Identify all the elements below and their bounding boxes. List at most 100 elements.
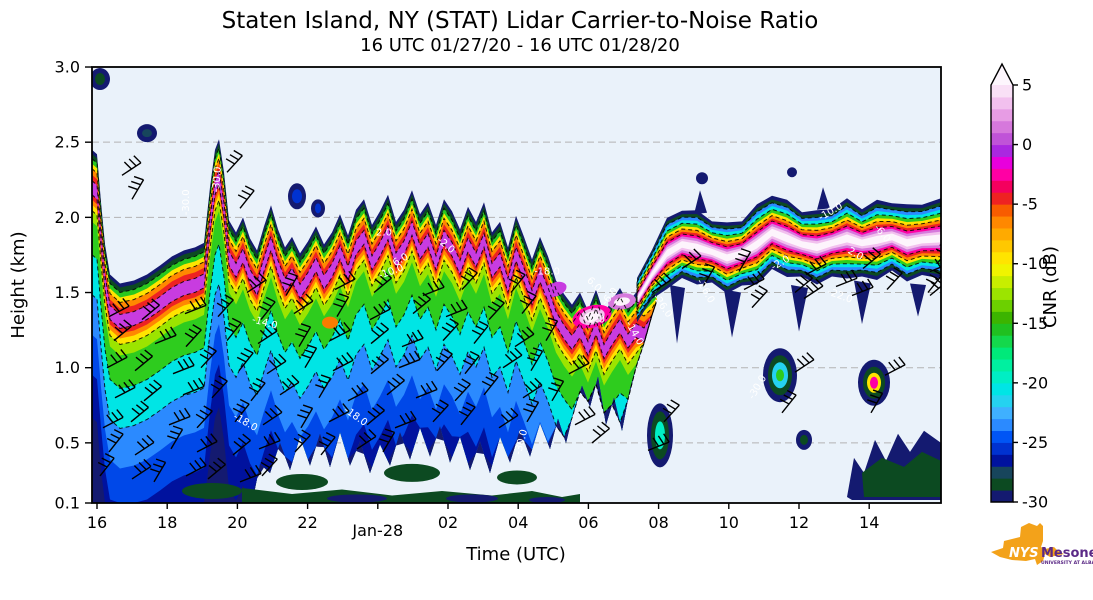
- colorbar-segment: [991, 359, 1013, 372]
- echo-blob: [800, 434, 808, 445]
- x-tick-label: 14: [859, 513, 879, 532]
- colorbar-segment: [991, 180, 1013, 193]
- colorbar-segment: [991, 156, 1013, 169]
- colorbar-segment: [991, 335, 1013, 348]
- x-tick-label: 02: [438, 513, 458, 532]
- colorbar-tick-label: 5: [1022, 76, 1032, 95]
- x-axis-label: Time (UTC): [465, 544, 566, 565]
- x-tick-label: 08: [648, 513, 668, 532]
- colorbar-segment: [991, 442, 1013, 455]
- contour-label: -30.0: [181, 189, 192, 215]
- colorbar-segment: [991, 263, 1013, 277]
- echo-blob: [787, 167, 797, 178]
- contour-line: [92, 182, 658, 360]
- y-tick-label: 0.5: [55, 433, 80, 452]
- colorbar-segment: [991, 490, 1013, 503]
- y-tick-label: 1.5: [55, 283, 80, 302]
- colorbar-segment: [991, 406, 1013, 420]
- ny-state-shape: [991, 523, 1064, 565]
- colorbar-segment: [991, 347, 1013, 360]
- logo-nys-text: NYS: [1009, 546, 1039, 561]
- plot-area: -30.0-30.0-30.0-30.0-26.0-26.0 -22.0-18.0…: [92, 67, 941, 503]
- colorbar-tick-label: -20: [1022, 373, 1048, 392]
- colorbar-segment: [991, 96, 1013, 110]
- colorbar-segment: [991, 227, 1013, 241]
- y-tick-label: 0.1: [55, 494, 80, 513]
- x-tick-label: 20: [227, 513, 247, 532]
- contour-line: [636, 208, 941, 316]
- colorbar-segment: [991, 216, 1013, 229]
- echo-blob: [315, 203, 321, 214]
- x-tick-label: 04: [508, 513, 528, 532]
- contour-label: -18.0: [534, 266, 560, 277]
- echo-blob: [870, 376, 878, 389]
- nys-mesonet-logo: NYS Mesonet UNIVERSITY AT ALBANY: [991, 523, 1093, 566]
- colorbar-segment: [991, 454, 1013, 467]
- colorbar-tick-label: -25: [1022, 433, 1048, 452]
- colorbar: 5 0 -5 -10 -15 -20 -25 -30: [990, 62, 1048, 512]
- plot-frame: [91, 66, 942, 504]
- x-tick-label: 18: [157, 513, 177, 532]
- x-tick-label: 10: [719, 513, 739, 532]
- colorbar-segment: [991, 418, 1013, 432]
- echo-blob: [322, 316, 338, 329]
- colorbar-segment: [991, 168, 1013, 181]
- x-tick-label: 22: [297, 513, 317, 532]
- echo-blob: [142, 129, 152, 138]
- y-tick-label: 3.0: [55, 58, 80, 77]
- x-tick-label: Jan-28: [351, 521, 403, 540]
- cnr-filled-contour: [92, 300, 657, 503]
- contour-line: [92, 156, 658, 334]
- contour-line: [636, 215, 941, 312]
- contour-line: [92, 198, 658, 376]
- y-tick-label: 2.0: [55, 208, 80, 227]
- x-axis: 16 18 20 22 Jan-28 02 04 06 08 10 12 14: [87, 503, 879, 540]
- contour-label: 2.0: [589, 315, 605, 326]
- colorbar-segment: [991, 120, 1013, 134]
- colorbar-segment: [991, 239, 1013, 253]
- echo-blob: [292, 189, 302, 204]
- colorbar-segment: [991, 430, 1013, 443]
- colorbar-tick-label: -15: [1022, 314, 1048, 333]
- colorbar-segment: [991, 311, 1013, 324]
- colorbar-segment: [991, 204, 1013, 217]
- colorbar-segment: [991, 251, 1013, 265]
- contour-line: [92, 242, 658, 414]
- colorbar-segment: [991, 394, 1013, 408]
- colorbar-segment: [991, 466, 1013, 479]
- logo-tagline-text: UNIVERSITY AT ALBANY: [1041, 560, 1093, 566]
- colorbar-label: CNR (dB): [1040, 246, 1061, 328]
- colorbar-segment: [991, 299, 1013, 312]
- y-tick-label: 2.5: [55, 133, 80, 152]
- y-axis: 0.1 0.5 1.0 1.5 2.0 2.5 3.0: [55, 58, 92, 513]
- colorbar-segment: [991, 478, 1013, 491]
- echo-blob: [543, 281, 567, 298]
- y-tick-label: 1.0: [55, 358, 80, 377]
- contour-line: [92, 168, 658, 346]
- colorbar-segment: [991, 275, 1013, 289]
- page-subtitle: 16 UTC 01/27/20 - 16 UTC 01/28/20: [360, 35, 680, 56]
- x-tick-label: 06: [578, 513, 598, 532]
- colorbar-tick-label: -10: [1022, 254, 1048, 273]
- colorbar-tick-label: 0: [1022, 135, 1032, 154]
- colorbar-segment: [991, 132, 1013, 146]
- contour-line: [92, 146, 658, 324]
- contour-label: -30.0: [211, 166, 224, 193]
- colorbar-segment: [991, 382, 1013, 396]
- echo-blob: [95, 73, 105, 86]
- colorbar-tick-label: -5: [1022, 195, 1038, 214]
- colorbar-segment: [991, 85, 1013, 98]
- x-tick-label: 16: [87, 513, 107, 532]
- contour-line: [92, 282, 658, 438]
- page-title: Staten Island, NY (STAT) Lidar Carrier-t…: [222, 8, 819, 34]
- x-tick-label: 12: [789, 513, 809, 532]
- contour-line: [636, 202, 941, 320]
- y-axis-label: Height (km): [8, 231, 29, 338]
- colorbar-segment: [991, 370, 1013, 384]
- contour-label: 2.0: [376, 227, 392, 238]
- colorbar-segment: [991, 108, 1013, 122]
- colorbar-segment: [991, 144, 1013, 157]
- colorbar-segment: [991, 192, 1013, 205]
